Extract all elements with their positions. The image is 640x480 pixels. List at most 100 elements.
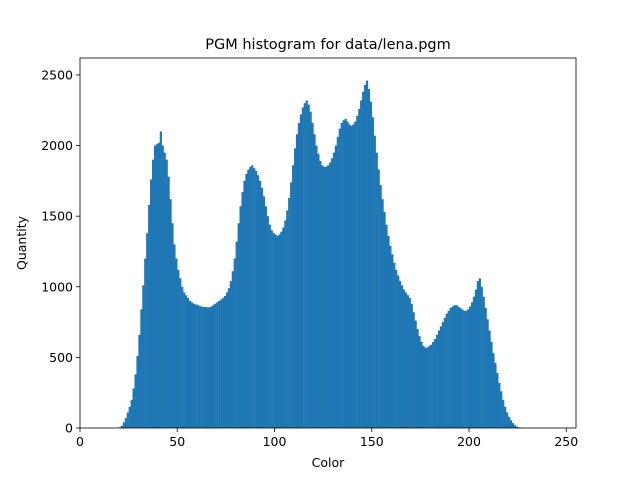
histogram-bar	[192, 303, 196, 428]
histogram-bar	[385, 224, 388, 428]
x-tick-label: 250	[554, 434, 578, 449]
histogram-bar	[371, 117, 374, 428]
histogram-bar	[334, 145, 338, 428]
histogram-bar	[280, 231, 283, 428]
y-tick-label: 1500	[41, 209, 73, 224]
histogram-bar	[424, 347, 427, 428]
histogram-bar	[151, 159, 155, 428]
histogram-bar	[430, 344, 433, 428]
histogram-bar	[486, 319, 489, 428]
histogram-bar	[470, 302, 474, 428]
histogram-bar	[216, 302, 219, 428]
histogram-bar	[480, 286, 483, 428]
histogram-bar	[253, 168, 256, 428]
histogram-bar	[482, 296, 485, 428]
histogram-bar	[284, 220, 287, 428]
histogram-bar	[309, 111, 312, 428]
histogram-bar	[136, 355, 139, 428]
y-tick-label: 2500	[41, 67, 73, 82]
histogram-bar	[358, 108, 361, 428]
histogram-bar	[490, 341, 493, 428]
histogram-bar	[437, 330, 441, 428]
histogram-bar	[500, 391, 503, 428]
histogram-bar	[463, 310, 466, 428]
histogram-bar	[340, 122, 343, 429]
histogram-bar	[231, 271, 234, 428]
histogram-bar	[235, 241, 238, 428]
histogram-bar	[153, 145, 157, 428]
histogram-bar	[414, 320, 417, 428]
histogram-bar	[305, 100, 308, 429]
histogram-bar	[239, 206, 242, 428]
histogram-bar	[507, 416, 511, 428]
histogram-bar	[204, 307, 207, 428]
histogram-bar	[321, 165, 324, 428]
histogram-bar	[293, 148, 297, 428]
histogram-bar	[439, 326, 443, 428]
histogram-bar	[290, 182, 293, 428]
histogram-bar	[445, 313, 448, 428]
x-tick-label: 0	[76, 434, 84, 449]
y-axis-label: Quantity	[14, 215, 29, 270]
histogram-bar	[391, 254, 394, 428]
histogram-bar	[344, 118, 347, 428]
histogram-bar	[338, 128, 341, 429]
histogram-bar	[432, 341, 435, 428]
histogram-bar	[387, 235, 390, 428]
histogram-bar	[330, 158, 334, 428]
histogram-bar	[449, 307, 452, 428]
histogram-bar	[247, 169, 250, 428]
histogram-bar	[395, 269, 398, 428]
histogram-bar	[175, 258, 178, 428]
histogram-bar	[255, 170, 258, 429]
histogram-bar	[404, 292, 408, 428]
histogram-bar	[183, 292, 186, 428]
histogram-bar	[173, 244, 176, 428]
histogram-bar	[128, 406, 131, 428]
histogram-bar	[272, 233, 275, 428]
histogram-bar	[138, 334, 141, 428]
histogram-bar	[327, 165, 330, 428]
histogram-bar	[416, 329, 419, 428]
histogram-bar	[459, 307, 462, 428]
histogram-bar	[311, 122, 314, 429]
histogram-bar	[428, 346, 431, 428]
histogram-bar	[266, 216, 269, 428]
histogram-bar	[451, 306, 454, 428]
histogram-bar	[455, 305, 458, 428]
histogram-bar	[307, 104, 310, 428]
x-axis-ticks: 0 50 100 150 200 250	[76, 428, 578, 449]
histogram-bar	[225, 292, 229, 428]
histogram-bar	[375, 152, 378, 428]
histogram-bar	[412, 312, 415, 428]
histogram-bar	[286, 210, 289, 428]
histogram-bar	[476, 281, 479, 428]
histogram-bar	[196, 305, 199, 428]
histogram-bar	[144, 258, 147, 428]
histogram-bar	[377, 169, 380, 428]
histogram-bar	[336, 137, 339, 428]
histogram-bar	[400, 285, 404, 428]
histogram-bar	[159, 131, 162, 428]
histogram-bar	[360, 100, 363, 429]
y-tick-label: 1000	[41, 279, 73, 294]
histogram-bar	[420, 341, 423, 428]
histogram-bar	[332, 152, 336, 428]
histogram-bar	[163, 152, 166, 428]
histogram-bar	[237, 223, 240, 428]
histogram-bar	[262, 196, 266, 428]
histogram-bar	[498, 382, 501, 428]
histogram-bar	[356, 115, 359, 429]
histogram-bar	[130, 399, 133, 428]
histogram-bar	[426, 347, 429, 428]
histogram-bar	[513, 425, 516, 428]
histogram-bar	[124, 418, 127, 428]
histogram-bar	[177, 269, 180, 428]
histogram-bar	[202, 306, 205, 428]
chart-title: PGM histogram for data/lena.pgm	[205, 37, 450, 53]
histogram-bar	[402, 289, 406, 428]
y-tick-label: 500	[49, 350, 73, 365]
histogram-bar	[264, 206, 267, 428]
histogram-bar	[258, 180, 262, 428]
